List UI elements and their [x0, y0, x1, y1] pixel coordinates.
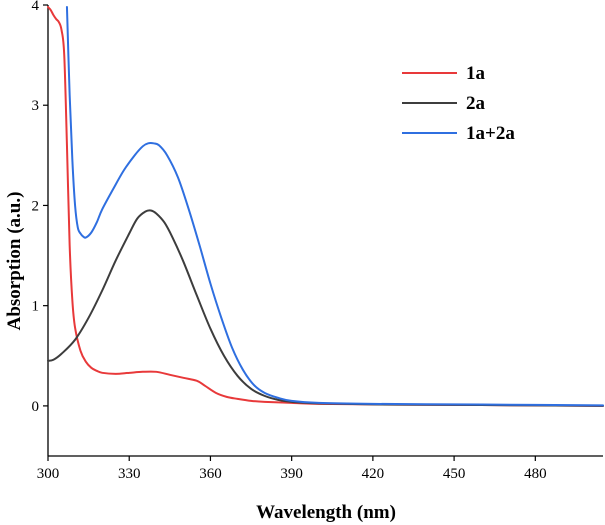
series-line-1a-plus-2a — [65, 6, 604, 407]
y-tick-label: 4 — [32, 0, 40, 14]
y-tick-label: 3 — [32, 98, 40, 114]
legend: 1a 2a 1a+2a — [402, 63, 515, 144]
y-axis-title: Absorption (a.u.) — [4, 192, 25, 331]
legend-label: 1a — [466, 63, 486, 84]
y-tick-label: 1 — [32, 299, 40, 315]
legend-label: 2a — [466, 93, 486, 114]
legend-label: 1a+2a — [466, 123, 515, 144]
x-tick-label: 330 — [118, 466, 141, 482]
series-line-1a — [47, 6, 604, 407]
y-tick-label: 0 — [32, 399, 40, 415]
x-axis-title: Wavelength (nm) — [256, 502, 396, 523]
x-tick-label: 480 — [524, 466, 547, 482]
series-line-2a — [47, 209, 604, 407]
x-tick-label: 300 — [37, 466, 60, 482]
x-tick-label: 450 — [443, 466, 466, 482]
x-tick-label: 390 — [280, 466, 303, 482]
x-tick-label: 360 — [199, 466, 222, 482]
series-layer — [47, 6, 604, 407]
y-axis: 0 1 2 3 4 — [32, 0, 48, 415]
x-axis: 300 330 360 390 420 450 480 — [37, 456, 547, 482]
y-tick-label: 2 — [32, 198, 40, 214]
plot-frame — [47, 5, 603, 457]
x-tick-label: 420 — [362, 466, 385, 482]
